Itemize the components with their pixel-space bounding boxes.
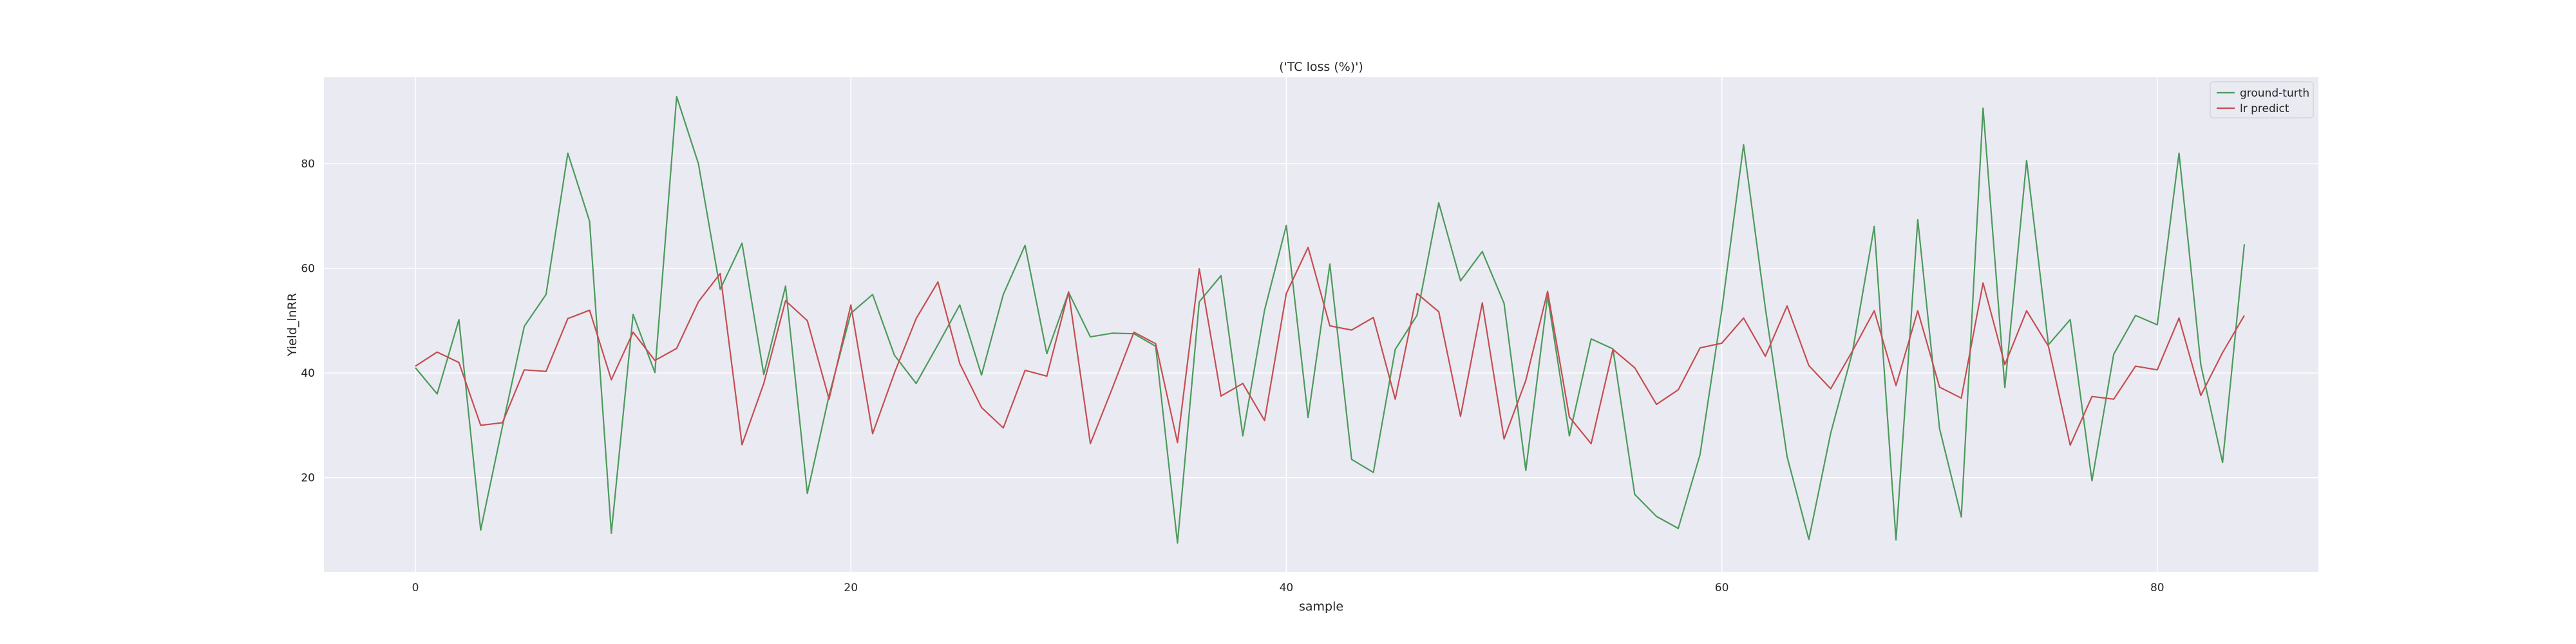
tick-labels: 0 20 40 60 80 20 40 60 80 [301,158,2164,594]
x-tick-label: 20 [844,582,858,594]
y-tick-label: 40 [301,367,315,380]
y-tick-label: 20 [301,472,315,485]
x-axis-label: sample [1299,600,1343,614]
grid-lines [324,77,2318,572]
y-axis-label: Yield_lnRR [285,293,299,357]
x-tick-label: 80 [2150,582,2164,594]
series-line-ground-turth [415,96,2246,544]
x-tick-label: 0 [412,582,419,594]
y-tick-label: 60 [301,263,315,276]
legend-label: lr predict [2240,102,2289,115]
x-tick-label: 40 [1280,582,1294,594]
legend-label: ground-turth [2240,87,2309,100]
series-line-lr-predict [415,247,2245,446]
chart-title: ('TC loss (%)') [1279,60,1363,74]
legend: ground-turth lr predict [2210,81,2314,118]
y-tick-label: 80 [301,158,315,171]
x-tick-label: 60 [1715,582,1729,594]
series-layer [415,96,2246,544]
legend-box [2210,81,2314,118]
